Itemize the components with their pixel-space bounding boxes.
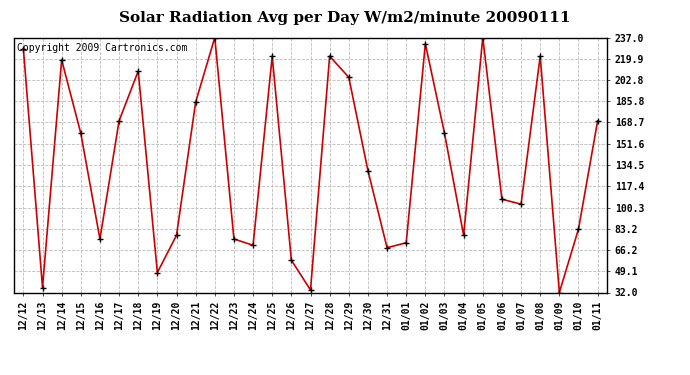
Text: Solar Radiation Avg per Day W/m2/minute 20090111: Solar Radiation Avg per Day W/m2/minute … (119, 11, 571, 25)
Text: Copyright 2009 Cartronics.com: Copyright 2009 Cartronics.com (17, 43, 187, 52)
